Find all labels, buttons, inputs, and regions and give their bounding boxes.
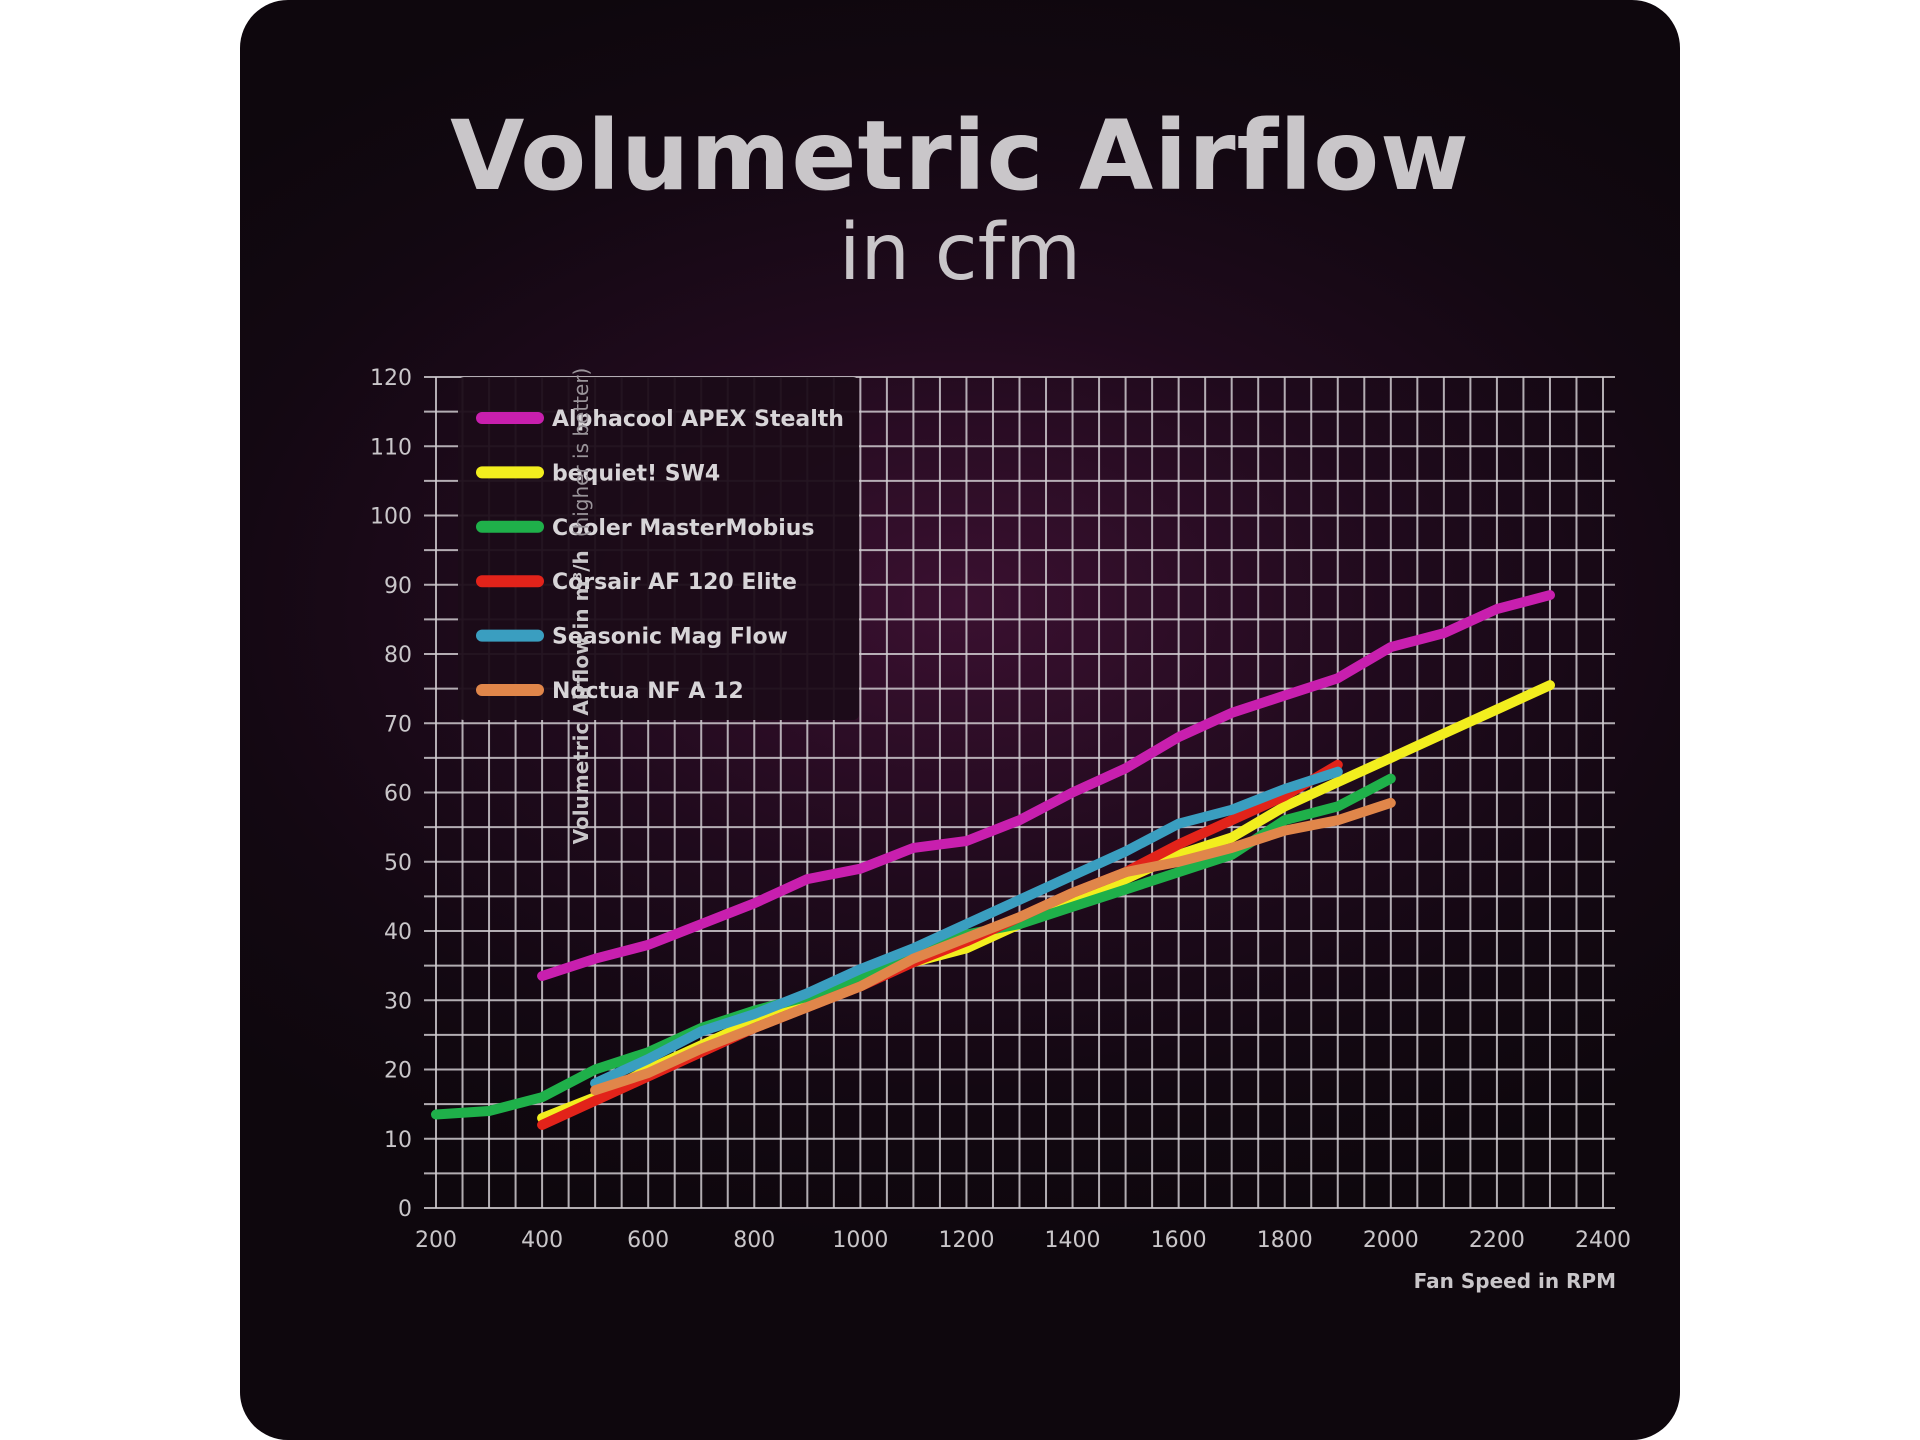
y-axis-label: Volumetric Airflow in m³/h (higher is be… (569, 368, 593, 845)
y-axis-label-main: Volumetric Airflow in m³/h (569, 550, 593, 844)
y-tick-label: 40 (384, 920, 412, 945)
x-tick-label: 1000 (832, 1228, 888, 1253)
y-tick-label: 50 (384, 851, 412, 876)
legend-background (458, 377, 859, 720)
x-tick-label: 1200 (938, 1228, 994, 1253)
legend-label: Alphacool APEX Stealth (552, 407, 844, 432)
series-line-5 (590, 766, 1343, 1089)
legend-label: Noctua NF A 12 (552, 679, 744, 704)
y-tick-label: 80 (384, 643, 412, 668)
y-tick-label: 20 (384, 1059, 412, 1084)
y-tick-label: 100 (370, 505, 412, 530)
series-lines (431, 590, 1555, 1130)
legend-label: Seasonic Mag Flow (552, 625, 788, 650)
x-tick-label: 400 (521, 1228, 563, 1253)
y-tick-label: 110 (370, 435, 412, 460)
y-axis-label-note: (higher is better) (569, 368, 593, 538)
line-chart: 0 10 20 30 40 50 60 70 80 90 100 110 120 200 400 600 80… (370, 366, 1631, 1293)
y-tick-labels: 0 10 20 30 40 50 60 70 80 90 100 110 120 (370, 366, 412, 1222)
series-line-1 (537, 590, 1555, 981)
x-tick-label: 2400 (1575, 1228, 1631, 1253)
legend-label: Cooler MasterMobius (552, 516, 815, 541)
x-tick-label: 800 (733, 1228, 775, 1253)
legend-label: Corsair AF 120 Elite (552, 570, 797, 595)
y-tick-label: 30 (384, 989, 412, 1014)
chart-subtitle: in cfm (838, 208, 1082, 298)
y-tick-label: 60 (384, 782, 412, 807)
legend: Alphacool APEX Stealth bequiet! SW4 Cooler… (476, 407, 844, 704)
y-tick-label: 0 (398, 1197, 412, 1222)
y-tick-label: 120 (370, 366, 412, 391)
legend-label: bequiet! SW4 (552, 461, 720, 486)
x-tick-label: 2000 (1363, 1228, 1419, 1253)
y-tick-label: 10 (384, 1128, 412, 1153)
series-line-6 (590, 797, 1396, 1096)
x-tick-label: 1400 (1045, 1228, 1101, 1253)
chart-title: Volumetric Airflow (450, 100, 1470, 212)
x-tick-label: 600 (627, 1228, 669, 1253)
x-tick-label: 1800 (1257, 1228, 1313, 1253)
x-tick-label: 200 (415, 1228, 457, 1253)
x-tick-labels: 200 400 600 800 1000 1200 1400 1600 1800 2000 2200… (415, 1228, 1631, 1253)
y-tick-label: 70 (384, 712, 412, 737)
y-tick-label: 90 (384, 574, 412, 599)
x-tick-label: 2200 (1469, 1228, 1525, 1253)
chart-card: Volumetric Airflow in cfm 0 10 20 30 40 50 60 7… (240, 0, 1680, 1440)
x-tick-label: 1600 (1151, 1228, 1207, 1253)
x-axis-label: Fan Speed in RPM (1414, 1269, 1616, 1293)
